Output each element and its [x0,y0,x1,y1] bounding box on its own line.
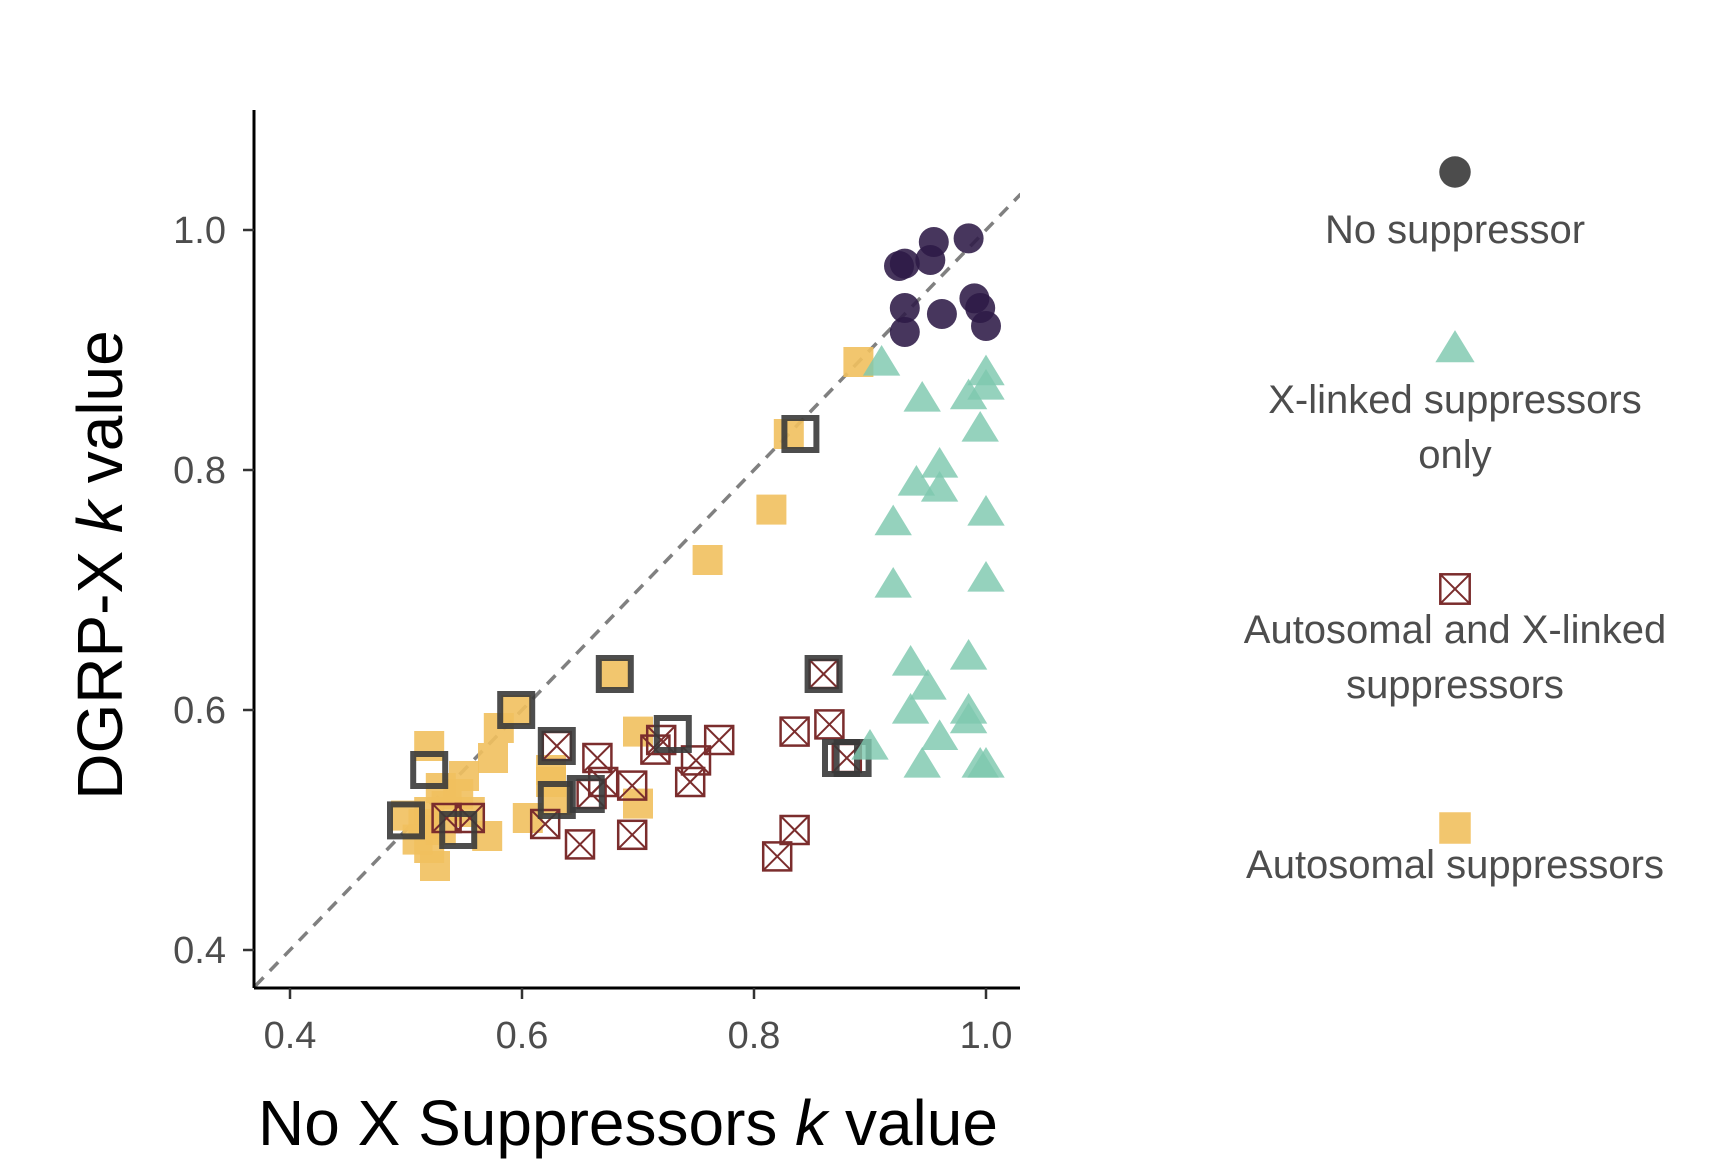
legend-item: Autosomal and X-linked suppressors [1244,573,1666,707]
data-point-boxed-x [808,658,839,690]
data-point-triangle [949,639,988,670]
data-point-boxed-x [564,829,596,860]
x-axis-title-main: No X Suppressors [258,1087,795,1159]
legend-marker-triangle [1435,330,1475,363]
data-point-square [773,419,804,449]
data-point-triangle [891,645,930,676]
x-tick-label: 0.6 [496,1015,549,1057]
y-axis-title-rest: value [64,330,136,501]
data-point-boxed-x [674,766,706,798]
legend-label: only [1418,433,1491,477]
data-point-boxed-x [431,802,462,834]
data-point-outlined-square [410,751,449,789]
y-axis-ticks: 0.4 0.6 0.8 1.0 [173,210,254,972]
data-point-boxed-x [703,724,735,756]
legend-label: Autosomal and X-linked [1244,608,1666,652]
y-axis-title: DGRP-X k value [64,330,136,799]
legend-item: Autosomal suppressors [1246,812,1664,887]
data-point-boxed-x [779,814,810,846]
data-point-triangle [874,567,912,598]
data-point-outlined-square [822,739,860,777]
data-point-outlined-square [566,775,605,813]
data-point-triangle [920,471,959,502]
data-point-triangle [967,369,1005,400]
data-points [387,223,1005,881]
data-point-outlined-square [804,655,843,693]
data-point-triangle [967,747,1005,778]
data-point-circle [918,227,949,257]
y-tick-label: 0.6 [173,690,226,732]
x-tick-label: 1.0 [960,1015,1013,1057]
data-point-square [756,494,787,525]
x-axis-ticks: 0.4 0.6 0.8 1.0 [264,988,1013,1057]
y-axis-title-italic: k [64,498,136,533]
data-point-outlined-square [653,715,692,753]
data-point-triangle [967,561,1005,592]
y-tick-label: 0.4 [173,930,226,972]
data-point-boxed-x [645,724,677,756]
x-axis-title-italic: k [795,1087,830,1159]
y-tick-label: 0.8 [173,450,226,492]
data-point-triangle [967,495,1005,526]
data-point-outlined-square [781,415,820,453]
legend-label: No suppressor [1325,208,1585,252]
data-point-triangle [920,719,959,750]
data-point-triangle [862,345,901,376]
data-point-outlined-square [497,691,536,729]
legend: No suppressor X-linked suppressors only Aut… [1244,156,1666,887]
x-tick-label: 0.4 [264,1015,317,1057]
data-point-boxed-x [761,841,793,872]
x-tick-label: 0.8 [728,1015,781,1057]
data-point-triangle [903,381,941,412]
legend-label: Autosomal suppressors [1246,843,1664,887]
legend-marker-circle [1439,156,1471,188]
data-point-outlined-square [439,811,478,849]
data-point-triangle [874,504,912,536]
data-point-triangle [909,669,947,700]
reference-line [254,192,1020,988]
legend-marker-boxed-x [1439,573,1471,605]
data-point-circle [889,317,920,347]
data-point-circle [953,223,984,254]
legend-label: X-linked suppressors [1268,378,1642,422]
data-point-square [478,743,508,773]
data-point-outlined-square [387,801,425,840]
data-point-boxed-x [616,770,648,801]
legend-marker-square [1439,812,1471,844]
x-axis-title: No X Suppressors k value [258,1087,998,1159]
data-point-triangle [851,729,889,760]
data-point-boxed-x [814,709,845,740]
data-point-square [692,545,723,575]
legend-label: suppressors [1346,663,1564,707]
x-axis-title-rest: value [827,1087,998,1159]
legend-item: X-linked suppressors only [1268,330,1642,477]
data-point-outlined-square [537,727,576,765]
data-point-square [420,851,450,881]
data-point-circle [926,299,957,329]
data-point-triangle [903,747,941,778]
data-point-square [623,788,653,819]
data-point-triangle [891,693,930,724]
data-point-circle [889,248,920,279]
data-point-triangle [897,465,936,496]
data-point-boxed-x [616,819,648,851]
data-point-triangle [949,702,988,734]
data-point-circle [971,311,1001,341]
data-point-boxed-x [779,716,810,747]
data-point-triangle [920,447,959,478]
legend-item: No suppressor [1325,156,1585,252]
data-point-triangle [961,411,999,442]
y-tick-label: 1.0 [173,210,226,252]
data-point-circle [889,293,920,323]
y-axis-title-main: DGRP-X [64,533,136,800]
data-point-triangle [949,378,988,410]
data-point-square [599,659,630,689]
data-point-outlined-square [595,655,634,693]
